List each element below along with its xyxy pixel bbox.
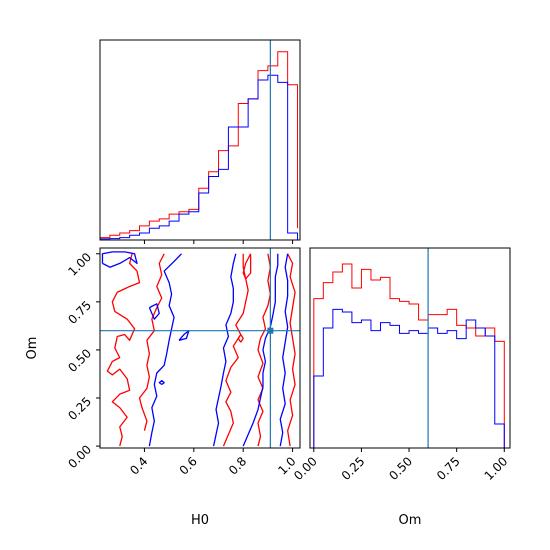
y-tick-label: 0.50 [65,346,94,375]
contour-line-red [222,253,249,447]
x-tick-label: 1.00 [482,454,511,483]
x-tick-label: 0.50 [386,454,415,483]
contour-line-blue [158,380,165,386]
x-axis-title-h0: H0 [191,513,209,528]
contour-line-red [242,253,252,280]
x-axis-title-om: Om [399,513,422,528]
contour-line-red [287,253,296,447]
x-tick-label: 0.8 [226,454,249,477]
contour-line-red [237,333,244,343]
x-tick-label: 0.25 [339,454,368,483]
axes-frame [99,247,301,449]
histogram-series-red [313,263,505,448]
x-tick-label: 0.75 [434,454,463,483]
histogram-series-blue [313,308,505,448]
contour-line-blue [101,251,138,268]
contour-line-red [257,253,272,447]
contour-line-blue [242,253,279,447]
x-tick-label: 0.00 [291,454,320,483]
y-tick-label: 0.75 [65,298,94,327]
contour-line-blue [148,303,160,320]
contour-line-blue [212,253,237,447]
histogram-series-blue [100,74,299,240]
contour-line-red [106,253,141,447]
y-axis-title-om: Om [25,337,40,360]
contour-line-red [138,253,165,431]
histogram-h0-panel [99,39,301,244]
axes-frame [309,247,511,449]
contour-line-blue [148,253,182,447]
plot-area [100,248,300,448]
truth-marker [267,327,274,334]
histogram-om-panel: 0.00 0.25 0.50 0.75 1.00 Om [291,247,511,528]
y-tick-label: 0.00 [65,442,94,471]
x-tick-label: 0.6 [177,454,200,477]
y-tick-label: 1.00 [65,250,94,279]
y-tick-label: 0.25 [65,394,94,423]
axes-frame [99,39,301,241]
x-tick-label: 0.4 [127,454,150,477]
contour-line-blue [178,330,190,341]
plot-area [100,40,299,240]
plot-area [313,248,505,448]
contour-line-blue [279,253,289,447]
